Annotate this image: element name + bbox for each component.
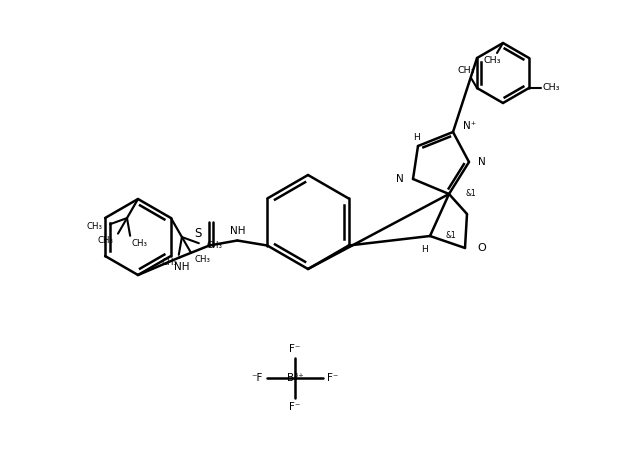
Text: F⁻: F⁻ <box>327 373 339 383</box>
Text: CH₃: CH₃ <box>195 255 211 264</box>
Text: B³⁺: B³⁺ <box>286 373 304 383</box>
Text: CH₃: CH₃ <box>457 66 475 75</box>
Text: N: N <box>478 157 486 167</box>
Text: H: H <box>421 244 427 254</box>
Text: CH₃: CH₃ <box>162 258 177 267</box>
Text: CH₃: CH₃ <box>542 83 560 93</box>
Text: &1: &1 <box>446 231 457 239</box>
Text: NH: NH <box>230 225 245 236</box>
Text: H: H <box>413 132 420 142</box>
Text: NH: NH <box>174 263 189 273</box>
Text: F⁻: F⁻ <box>289 402 301 412</box>
Text: F⁻: F⁻ <box>289 344 301 354</box>
Text: &1: &1 <box>465 188 476 198</box>
Text: CH₃: CH₃ <box>98 236 114 245</box>
Text: CH₃: CH₃ <box>86 222 103 232</box>
Text: N: N <box>396 174 404 184</box>
Text: CH₃: CH₃ <box>131 239 148 248</box>
Text: CH₃: CH₃ <box>483 56 501 65</box>
Text: N⁺: N⁺ <box>463 121 476 131</box>
Text: S: S <box>194 227 201 240</box>
Text: O: O <box>477 243 486 253</box>
Text: CH₃: CH₃ <box>206 241 222 250</box>
Text: ⁻F: ⁻F <box>251 373 262 383</box>
